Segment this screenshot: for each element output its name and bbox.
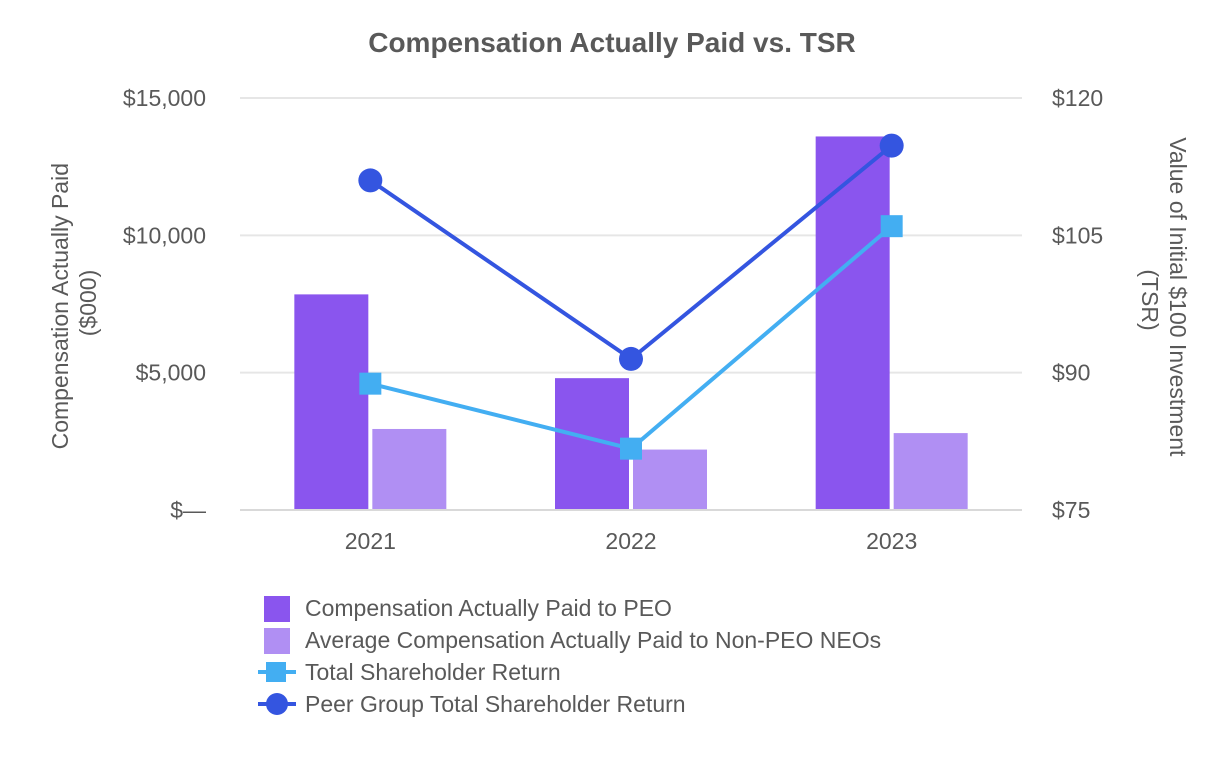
right-tick-label: $120 [1052, 85, 1103, 111]
square-marker [359, 372, 382, 395]
left-axis-label: Compensation Actually Paid ($000) [47, 157, 101, 450]
square-marker [620, 437, 642, 460]
left-tick-label: $5,000 [136, 360, 206, 386]
left-tick-label: $— [170, 497, 206, 523]
left-axis-label-line-1: Compensation Actually Paid [47, 163, 73, 449]
bar [633, 449, 707, 510]
right-tick-label: $105 [1052, 222, 1103, 248]
right-tick-label: $75 [1052, 497, 1090, 523]
x-axis-ticks: 2021 2022 2023 [345, 528, 918, 554]
right-axis-ticks: $75 $90 $105 $120 [1052, 85, 1103, 523]
left-tick-label: $15,000 [123, 85, 206, 111]
bar [815, 136, 890, 510]
right-axis-label-line-1: Value of Initial $100 Investment [1165, 137, 1191, 457]
right-tick-label: $90 [1052, 360, 1090, 386]
legend-circle-marker [266, 693, 288, 715]
left-axis-label-line-2: ($000) [75, 270, 101, 336]
circle-marker [358, 168, 383, 193]
lines [358, 133, 904, 460]
left-axis-ticks: $— $5,000 $10,000 $15,000 [123, 85, 206, 523]
chart-title: Compensation Actually Paid vs. TSR [368, 27, 856, 58]
x-tick-label: 2022 [605, 528, 656, 554]
square-marker [880, 215, 903, 238]
right-axis-label: Value of Initial $100 Investment (TSR) [1137, 137, 1191, 463]
x-tick-label: 2023 [866, 528, 917, 554]
right-axis-label-line-2: (TSR) [1137, 269, 1163, 330]
circle-marker [619, 346, 643, 371]
series-line [369, 224, 893, 451]
x-tick-label: 2021 [345, 528, 396, 554]
legend-label: Average Compensation Actually Paid to No… [305, 627, 881, 653]
legend: Compensation Actually Paid to PEO Average… [258, 595, 881, 717]
legend-label: Total Shareholder Return [305, 659, 561, 685]
legend-square-marker [266, 662, 286, 682]
bars [294, 136, 968, 510]
circle-marker [879, 133, 904, 158]
legend-label: Compensation Actually Paid to PEO [305, 595, 672, 621]
left-tick-label: $10,000 [123, 222, 206, 248]
bar [294, 294, 369, 510]
legend-swatch [264, 596, 290, 622]
bar [893, 433, 968, 510]
bar [372, 428, 447, 510]
series-line [369, 144, 893, 362]
legend-label: Peer Group Total Shareholder Return [305, 691, 686, 717]
legend-swatch [264, 628, 290, 654]
